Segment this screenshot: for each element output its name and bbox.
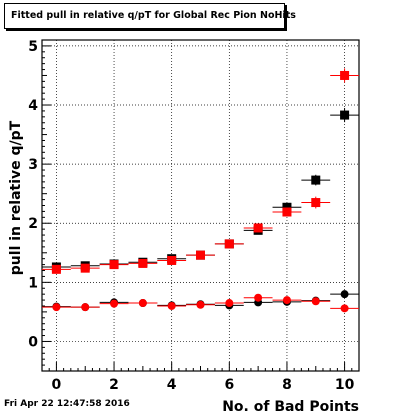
data-point [282, 207, 292, 217]
x-tick-labels: 0 2 4 6 8 10 [52, 377, 355, 393]
grid [42, 40, 359, 371]
data-point [225, 299, 234, 308]
y-tick-labels: 0 1 2 3 4 5 [28, 39, 38, 351]
data-point [254, 293, 263, 302]
x-tick-label: 10 [335, 377, 355, 393]
data-point [110, 299, 119, 308]
timestamp: Fri Apr 22 12:47:58 2016 [4, 399, 130, 409]
data-point [81, 303, 90, 312]
data-point [80, 263, 90, 273]
data-point [340, 110, 350, 120]
data-point [196, 250, 205, 260]
chart-title: Fitted pull in relative q/pT for Global … [11, 10, 296, 21]
series-1 [42, 68, 359, 274]
y-tick-label: 1 [28, 275, 38, 291]
series-3 [42, 293, 359, 313]
data-point [311, 198, 321, 208]
data-point [109, 260, 119, 270]
series-layer [42, 68, 359, 313]
y-axis-label: pull in relative q/pT [8, 120, 24, 275]
y-tick-label: 3 [28, 157, 38, 173]
x-tick-label: 6 [224, 377, 234, 393]
y-tick-label: 4 [28, 98, 38, 114]
data-point [196, 300, 205, 309]
data-point [167, 301, 176, 310]
data-point [167, 255, 177, 265]
data-point [138, 299, 147, 308]
y-tick-label: 5 [28, 39, 38, 55]
axis-ticks [41, 39, 360, 372]
data-point [138, 258, 148, 268]
data-point [224, 239, 234, 249]
y-tick-label: 2 [28, 216, 38, 232]
title-box: Fitted pull in relative q/pT for Global … [4, 3, 296, 29]
x-tick-label: 4 [167, 377, 177, 393]
data-point [311, 297, 320, 306]
data-point [282, 296, 291, 305]
data-point [282, 202, 292, 212]
y-tick-label: 0 [28, 334, 38, 350]
data-point [253, 223, 263, 233]
x-axis-label: No. of Bad Points [222, 399, 359, 414]
data-point [311, 175, 321, 185]
series-0 [42, 107, 359, 272]
data-point [340, 70, 350, 80]
data-point [340, 304, 349, 313]
x-tick-label: 2 [109, 377, 119, 393]
data-point [51, 264, 61, 274]
x-tick-label: 0 [52, 377, 62, 393]
data-point [52, 303, 61, 312]
x-tick-label: 8 [282, 377, 292, 393]
data-point [340, 290, 349, 299]
